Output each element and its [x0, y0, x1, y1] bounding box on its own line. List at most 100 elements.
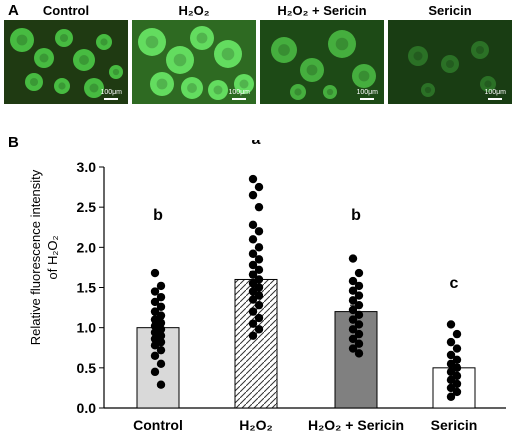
data-point [248, 319, 258, 328]
cell [150, 72, 174, 96]
cell [109, 65, 123, 79]
data-point [354, 310, 364, 320]
cell [323, 85, 337, 99]
data-point [254, 265, 264, 275]
data-point [354, 339, 364, 348]
data-point [150, 287, 160, 296]
cell [34, 48, 54, 68]
cell-nucleus [89, 83, 99, 93]
data-point [254, 255, 264, 264]
data-point [446, 320, 456, 329]
cell [25, 73, 43, 91]
data-point [254, 283, 264, 292]
data-point [156, 281, 166, 291]
image-title-h2o2: H₂O₂ [132, 3, 256, 18]
data-point [354, 268, 364, 278]
data-point [354, 329, 364, 339]
data-point [452, 355, 462, 364]
data-point [150, 367, 160, 377]
image-title-h2o2-sericin-main: H₂O₂ [277, 3, 309, 18]
data-point [254, 313, 264, 323]
data-point [254, 227, 264, 236]
y-tick-label: 0.0 [77, 400, 97, 416]
y-axis-title-line1: Relative fluorescence intensity [28, 169, 43, 345]
bar-chart: 0.0 0.5 1.0 1.5 2.0 2.5 3.0 Relative fluorescen… [28, 140, 506, 433]
y-tick-label: 2.5 [77, 199, 97, 215]
cell-nucleus [239, 79, 249, 89]
data-point [150, 297, 160, 307]
cell-nucleus [424, 86, 432, 94]
data-point [254, 182, 264, 192]
data-point [354, 281, 364, 291]
data-point [348, 286, 358, 295]
cell [73, 49, 95, 71]
cell [480, 76, 496, 92]
x-category-label: Control [133, 417, 183, 433]
data-point [248, 260, 258, 270]
y-tick-label: 1.0 [77, 320, 97, 336]
data-point [248, 331, 258, 340]
cell-nucleus [16, 34, 28, 46]
data-point [446, 392, 456, 401]
data-point [452, 363, 462, 373]
image-title-sericin-text: Sericin [428, 3, 472, 18]
scale-bar-line [104, 98, 119, 100]
data-point [156, 302, 166, 311]
cell [55, 29, 73, 47]
data-point [248, 190, 258, 200]
data-point [248, 220, 258, 230]
data-point [254, 275, 264, 284]
data-point [248, 174, 258, 184]
scale-bar-label: 100μm [228, 89, 250, 96]
cell-nucleus [475, 45, 485, 55]
cell-nucleus [326, 88, 334, 96]
cell-nucleus [59, 33, 69, 43]
data-point [452, 371, 462, 381]
data-point [248, 249, 258, 258]
data-point [446, 375, 456, 385]
data-point [354, 349, 364, 358]
data-point [254, 291, 264, 300]
cell-nucleus [294, 88, 302, 96]
cell [408, 46, 428, 66]
scale-bar-label: 100μm [100, 89, 122, 96]
data-point [248, 235, 258, 244]
significance-letter: a [252, 140, 261, 148]
scale-bar: 100μm [356, 89, 378, 100]
data-point [248, 287, 258, 296]
image-title-h2o2-sericin-suffix: + Sericin [308, 3, 367, 18]
data-point [348, 325, 358, 334]
cell [352, 64, 376, 88]
cell-nucleus [196, 32, 208, 44]
cell-nucleus [278, 44, 290, 56]
cell-nucleus [484, 80, 492, 88]
cell-nucleus [58, 82, 66, 90]
data-point [150, 268, 160, 278]
cell-nucleus [306, 64, 318, 76]
image-title-h2o2-sericin: H₂O₂ + Sericin [260, 3, 384, 18]
cell-nucleus [39, 53, 49, 63]
data-point [254, 300, 264, 310]
data-point [348, 334, 358, 344]
cell-nucleus [145, 35, 159, 49]
data-point [452, 329, 462, 339]
panel-a-label: A [8, 2, 19, 19]
cell-nucleus [221, 47, 235, 61]
cell [10, 28, 34, 52]
cell-nucleus [173, 53, 187, 67]
scale-bar: 100μm [484, 89, 506, 100]
cell [190, 26, 214, 50]
cell [138, 28, 166, 56]
data-point [452, 387, 462, 397]
data-point [156, 292, 166, 302]
data-point [248, 279, 258, 288]
image-title-control-text: Control [42, 3, 90, 18]
scale-bar-line [488, 98, 503, 100]
image-title-sericin: Sericin [388, 3, 512, 18]
data-point [248, 270, 258, 279]
cell [290, 84, 306, 100]
micrograph-control-svg [4, 20, 128, 104]
data-point [348, 344, 358, 353]
cell-nucleus [335, 37, 349, 51]
data-point [254, 243, 264, 252]
